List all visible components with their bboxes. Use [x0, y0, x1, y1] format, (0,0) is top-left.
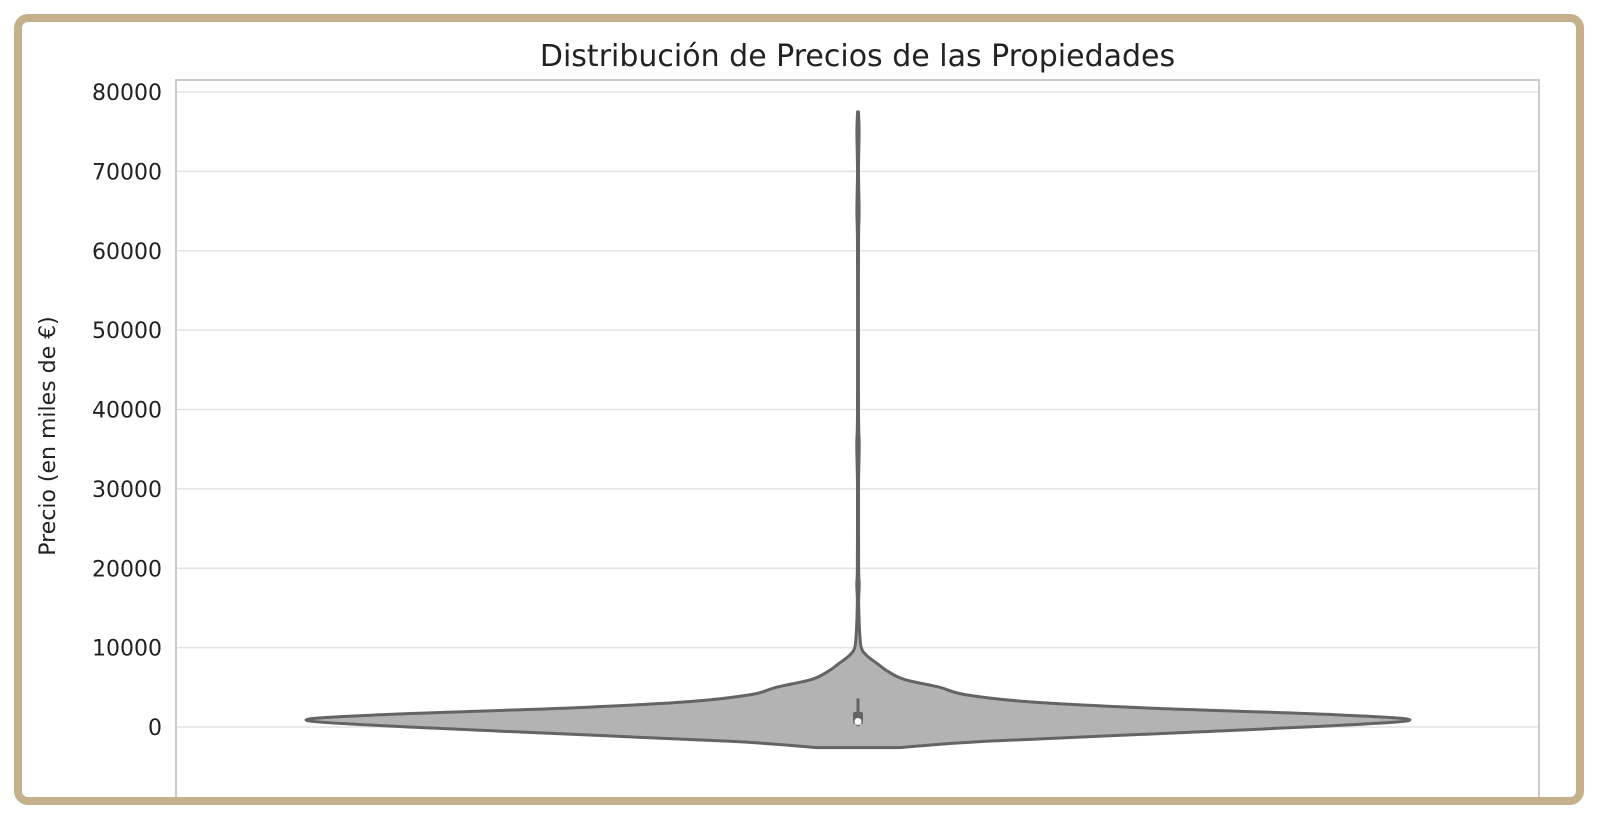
y-axis-label: Precio (en miles de €)	[36, 316, 61, 555]
y-tick-label: 70000	[92, 160, 162, 185]
y-tick-label: 40000	[92, 399, 162, 424]
chart-frame: 0 10000 20000 30000 40000 50000 60000 70000 8000…	[14, 14, 1584, 805]
y-tick-label: 0	[148, 716, 162, 741]
violin-body	[304, 110, 1412, 750]
chart-title: Distribución de Precios de las Propiedad…	[540, 39, 1175, 74]
chart: 0 10000 20000 30000 40000 50000 60000 70000 8000…	[36, 39, 1540, 797]
y-tick-label: 30000	[92, 478, 162, 503]
y-tick-label: 80000	[92, 81, 162, 106]
violin-median-marker	[854, 717, 862, 725]
y-tick-label: 50000	[92, 319, 162, 344]
y-tick-label: 20000	[92, 557, 162, 582]
plot-area	[175, 79, 1540, 797]
y-tick-label: 60000	[92, 240, 162, 265]
y-axis-ticks: 0 10000 20000 30000 40000 50000 60000 70000 8000…	[92, 81, 162, 741]
y-tick-label: 10000	[92, 637, 162, 662]
